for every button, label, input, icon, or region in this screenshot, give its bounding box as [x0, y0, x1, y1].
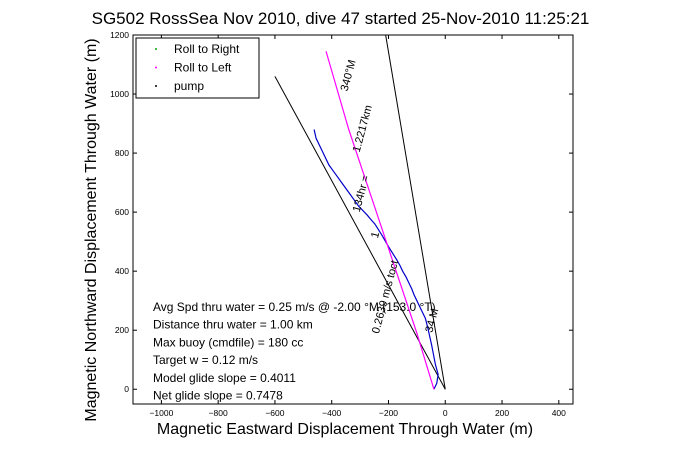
y-axis-label: Magnetic Northward Displacement Through … — [83, 38, 100, 421]
legend-label: Roll to Left — [174, 61, 232, 75]
x-tick-label: −200 — [379, 408, 398, 418]
legend-marker — [155, 48, 157, 50]
track-annotation: 1 — [369, 230, 382, 239]
legend-label: pump — [174, 79, 204, 93]
x-axis-label: Magnetic Eastward Displacement Through W… — [157, 421, 533, 438]
stat-line: Model glide slope = 0.4011 — [153, 371, 296, 385]
y-axis-ticks: 0 200 400 600 800 1000 1200 — [110, 30, 573, 394]
x-tick-label: −400 — [322, 408, 341, 418]
plot-area: −1000 −800 −600 −400 −200 0 200 400 0 200 400 600 8… — [110, 30, 574, 418]
stats-block: Avg Spd thru water = 0.25 m/s @ -2.00 °M… — [153, 300, 436, 403]
y-tick-label: 0 — [124, 384, 129, 394]
x-tick-label: −800 — [209, 408, 228, 418]
x-tick-label: 0 — [443, 408, 448, 418]
y-tick-label: 1200 — [110, 30, 129, 40]
chart-title: SG502 RossSea Nov 2010, dive 47 started … — [92, 9, 590, 28]
y-tick-label: 800 — [115, 148, 129, 158]
series-line — [325, 51, 435, 390]
stat-line: Net glide slope = 0.7478 — [153, 389, 283, 403]
stat-line: Distance thru water = 1.00 km — [153, 318, 313, 332]
legend-label: Roll to Right — [174, 42, 240, 56]
x-tick-label: 200 — [495, 408, 509, 418]
y-tick-label: 1000 — [110, 89, 129, 99]
series-line — [313, 129, 439, 390]
series-layer — [313, 51, 439, 390]
heading-line — [385, 34, 446, 390]
stat-line: Avg Spd thru water = 0.25 m/s @ -2.00 °M… — [153, 300, 436, 314]
heading-line — [274, 76, 446, 390]
x-tick-label: 400 — [552, 408, 566, 418]
legend: Roll to Right Roll to Left pump — [135, 37, 260, 99]
y-tick-label: 600 — [115, 207, 129, 217]
legend-marker — [155, 85, 157, 87]
y-tick-label: 200 — [115, 325, 129, 335]
x-axis-ticks: −1000 −800 −600 −400 −200 0 200 400 — [149, 35, 566, 418]
legend-marker — [155, 66, 157, 69]
stat-line: Target w = 0.12 m/s — [153, 353, 258, 367]
x-tick-label: −1000 — [149, 408, 173, 418]
heading-lines — [274, 34, 446, 390]
y-tick-label: 400 — [115, 266, 129, 276]
x-tick-label: −600 — [265, 408, 284, 418]
stat-line: Max buoy (cmdfile) = 180 cc — [153, 335, 303, 349]
